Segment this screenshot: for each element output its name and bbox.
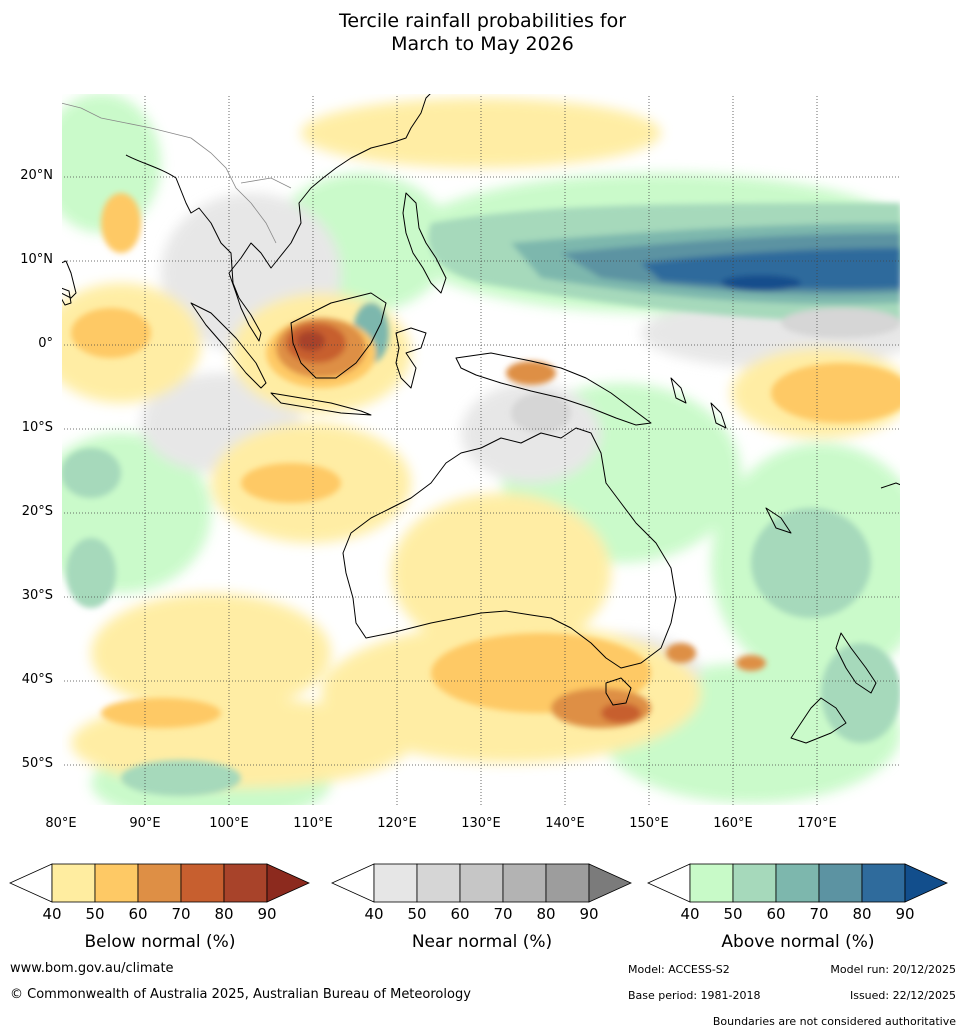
colorbar-high-arrow	[588, 863, 632, 903]
colorbar-segment	[545, 863, 590, 903]
colorbar-high-arrow	[266, 863, 310, 903]
lon-label-110e: 110°E	[293, 816, 333, 831]
coast-philippines	[402, 192, 447, 294]
legend-tick: 50	[723, 905, 743, 923]
base-period: Base period: 1981-2018	[628, 989, 761, 1002]
lon-label-170e: 170°E	[797, 816, 837, 831]
colorbar-near-normal	[331, 863, 632, 903]
legend-tick: 70	[171, 905, 191, 923]
colorbar-segment	[459, 863, 504, 903]
coastlines	[61, 93, 901, 744]
legend-below-normal: 40 50 60 70 80 90 Below normal (%)	[9, 862, 310, 952]
coast-se-asia	[125, 93, 432, 342]
lon-label-150e: 150°E	[629, 816, 669, 831]
model-name: Model: ACCESS-S2	[628, 963, 730, 976]
borders	[61, 102, 292, 244]
map-canvas	[61, 93, 901, 806]
legend-tick: 80	[536, 905, 556, 923]
lon-label-140e: 140°E	[545, 816, 585, 831]
lat-label-50s: 50°S	[21, 756, 53, 771]
colorbar-above-normal	[647, 863, 948, 903]
legend-below-title: Below normal (%)	[84, 932, 236, 952]
lat-label-0: 0°	[38, 336, 53, 351]
legend-near-normal: 40 50 60 70 80 90 Near normal (%)	[331, 862, 632, 952]
coast-nz-north	[835, 632, 877, 694]
coast-tasmania	[605, 677, 632, 706]
colorbar-low-arrow	[331, 863, 375, 903]
colorbar-segment	[732, 863, 777, 903]
graticule	[61, 93, 901, 806]
coast-nz-south	[790, 697, 847, 744]
coast-india	[61, 260, 77, 299]
title-line-1: Tercile rainfall probabilities for	[338, 10, 627, 32]
legend-tick: 90	[579, 905, 599, 923]
lon-label-130e: 130°E	[461, 816, 501, 831]
colorbar-segment	[861, 863, 906, 903]
legend-above-normal: 40 50 60 70 80 90 Above normal (%)	[647, 862, 948, 952]
lat-label-10n: 10°N	[20, 252, 53, 267]
colorbar-segment	[223, 863, 268, 903]
probability-fields	[61, 93, 901, 806]
colorbar-segment	[51, 863, 96, 903]
legend-tick: 90	[895, 905, 915, 923]
legend-tick: 60	[766, 905, 786, 923]
coast-sumatra	[190, 302, 267, 389]
colorbar-segment	[180, 863, 225, 903]
lon-label-160e: 160°E	[713, 816, 753, 831]
colorbar-low-arrow	[647, 863, 691, 903]
legend-tick: 90	[257, 905, 277, 923]
legend-tick: 50	[407, 905, 427, 923]
colorbar-segment	[502, 863, 547, 903]
website-link[interactable]: www.bom.gov.au/climate	[10, 961, 174, 976]
coast-borneo	[290, 292, 387, 379]
colorbar-segment	[137, 863, 182, 903]
legend-tick: 60	[450, 905, 470, 923]
colorbar-segment	[818, 863, 863, 903]
disclaimer: Boundaries are not considered authoritat…	[712, 1015, 956, 1028]
legend-tick: 50	[85, 905, 105, 923]
lat-label-40s: 40°S	[21, 672, 53, 687]
colorbar-segment	[775, 863, 820, 903]
legend-tick: 60	[128, 905, 148, 923]
colorbar-segment	[416, 863, 461, 903]
lon-label-90e: 90°E	[129, 816, 161, 831]
coast-new-guinea	[455, 352, 652, 426]
colorbar-below-normal	[9, 863, 310, 903]
coast-australia	[342, 427, 677, 669]
copyright: © Commonwealth of Australia 2025, Austra…	[10, 987, 471, 1002]
legend-tick: 70	[809, 905, 829, 923]
issued-date: Issued: 22/12/2025	[849, 989, 956, 1002]
legend-tick: 80	[852, 905, 872, 923]
legend-tick: 70	[493, 905, 513, 923]
probability-map	[61, 93, 901, 806]
legend-tick: 40	[42, 905, 62, 923]
legend-near-title: Near normal (%)	[411, 932, 553, 952]
coast-sulawesi	[395, 327, 427, 389]
lon-label-80e: 80°E	[45, 816, 77, 831]
lon-label-100e: 100°E	[209, 816, 249, 831]
colorbar-segment	[373, 863, 418, 903]
colorbar-segment	[689, 863, 734, 903]
map-title: Tercile rainfall probabilities for March…	[0, 10, 965, 56]
legend-tick: 40	[680, 905, 700, 923]
lat-label-10s: 10°S	[21, 420, 53, 435]
colorbar-high-arrow	[904, 863, 948, 903]
colorbar-segment	[94, 863, 139, 903]
legend-above-title: Above normal (%)	[721, 932, 875, 952]
lon-label-120e: 120°E	[377, 816, 417, 831]
lat-label-30s: 30°S	[21, 588, 53, 603]
legend-tick: 80	[214, 905, 234, 923]
lat-label-20s: 20°S	[21, 504, 53, 519]
colorbar-low-arrow	[9, 863, 53, 903]
lat-label-20n: 20°N	[20, 168, 53, 183]
coast-java	[270, 392, 372, 416]
legend-tick: 40	[364, 905, 384, 923]
title-line-2: March to May 2026	[391, 33, 574, 55]
model-run: Model run: 20/12/2025	[830, 963, 956, 976]
